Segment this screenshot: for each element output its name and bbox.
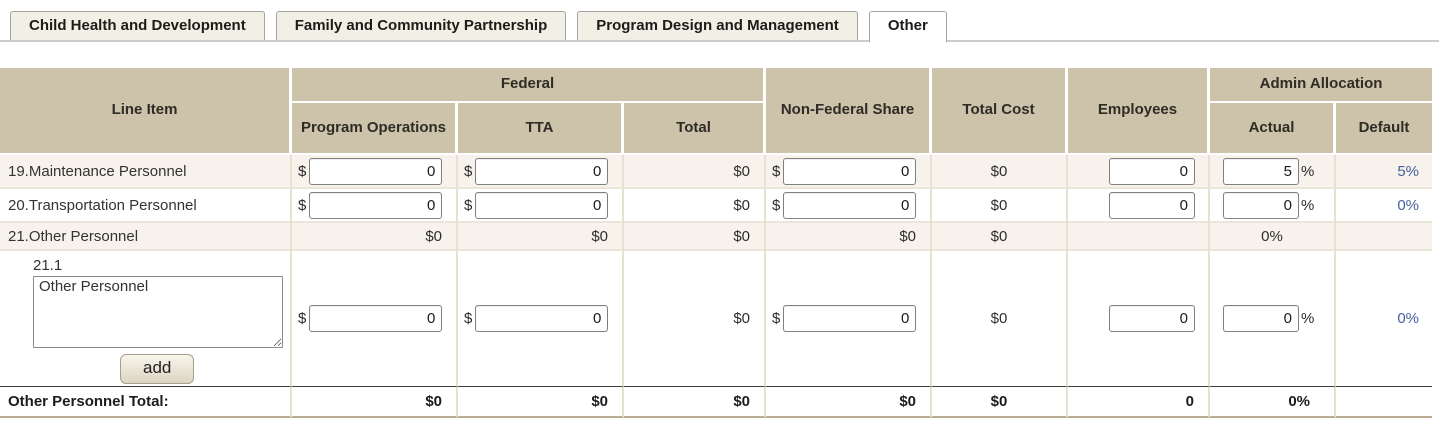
table-row-20-transportation-personnel: 20.Transportation Personnel $ $ $0 $ $0 [0,189,1433,223]
other-budget-table: Line Item Federal Non-Federal Share Tota… [0,68,1433,418]
column-header-employees: Employees [1068,68,1211,155]
total-non-federal-share: $0 [766,386,933,418]
table-row-21-1-detail: 21.1 Other Personnel add $ $ $0 $ $0 [0,251,1433,386]
column-header-non-federal-share: Non-Federal Share [766,68,933,155]
tta-cell: $ [458,251,624,386]
row21-1-non-federal-share-input[interactable] [783,305,917,332]
column-header-admin-default: Default [1336,103,1433,155]
employees-cell [1068,251,1211,386]
dollar-prefix: $ [464,162,473,180]
add-row-button[interactable]: add [120,354,195,384]
percent-suffix: % [1301,196,1315,214]
column-header-tta: TTA [458,103,624,155]
column-group-header-federal: Federal [292,68,767,103]
row20-tta-input[interactable] [475,191,609,219]
row21-1-program-operations-input[interactable] [309,305,443,332]
total-federal-total: $0 [624,386,767,418]
program-operations-cell: $ [292,251,458,386]
total-employees: 0 [1068,386,1211,418]
tab-other[interactable]: Other [868,11,947,42]
employees-cell [1068,189,1211,223]
row20-admin-default-link[interactable]: 0% [1336,189,1433,223]
dollar-prefix: $ [772,196,781,214]
dollar-prefix: $ [298,196,307,214]
detail-description-textarea[interactable]: Other Personnel [33,276,283,348]
non-federal-share-cell: $ [766,251,933,386]
detail-cell: 21.1 Other Personnel add [0,251,292,386]
row-label: 20.Transportation Personnel [0,189,292,223]
row21-program-operations: $0 [292,223,458,251]
row19-admin-actual-input[interactable] [1223,157,1300,185]
dollar-prefix: $ [298,310,307,327]
dollar-prefix: $ [298,162,307,180]
column-header-total-cost: Total Cost [932,68,1069,155]
column-group-header-admin-allocation: Admin Allocation [1210,68,1433,103]
total-total-cost: $0 [932,386,1069,418]
table-row-19-maintenance-personnel: 19.Maintenance Personnel $ $ $0 $ $0 [0,155,1433,189]
admin-actual-cell: % [1210,251,1337,386]
tab-family-and-community-partnership[interactable]: Family and Community Partnership [275,11,567,40]
row20-program-operations-input[interactable] [309,191,443,219]
total-program-operations: $0 [292,386,458,418]
tab-child-health-and-development[interactable]: Child Health and Development [10,11,265,40]
percent-suffix: % [1301,310,1315,327]
budget-category-tabs: Child Health and Development Family and … [0,0,1439,42]
row19-employees-input[interactable] [1109,157,1196,185]
non-federal-share-cell: $ [766,189,933,223]
row-label: 21.Other Personnel [0,223,292,251]
row20-employees-input[interactable] [1109,191,1196,219]
column-header-admin-actual: Actual [1210,103,1337,155]
dollar-prefix: $ [464,196,473,214]
row21-total-cost: $0 [932,223,1069,251]
admin-actual-cell: % [1210,155,1337,189]
admin-actual-cell: % [1210,189,1337,223]
percent-suffix: % [1301,162,1315,180]
total-row-label: Other Personnel Total: [0,386,292,418]
row19-tta-input[interactable] [475,157,609,185]
table-row-21-other-personnel: 21.Other Personnel $0 $0 $0 $0 $0 0% [0,223,1433,251]
row21-employees-empty [1068,223,1211,251]
detail-row-number: 21.1 [33,257,63,274]
employees-cell [1068,155,1211,189]
row19-federal-total: $0 [624,155,767,189]
row21-non-federal-share: $0 [766,223,933,251]
program-operations-cell: $ [292,155,458,189]
row21-1-admin-default-link[interactable]: 0% [1336,251,1433,386]
total-admin-actual: 0% [1210,386,1337,418]
row21-admin-default-empty [1336,223,1433,251]
row20-admin-actual-input[interactable] [1223,191,1300,219]
row21-1-tta-input[interactable] [475,305,609,332]
row19-program-operations-input[interactable] [309,157,443,185]
row20-federal-total: $0 [624,189,767,223]
row19-total-cost: $0 [932,155,1069,189]
row20-total-cost: $0 [932,189,1069,223]
non-federal-share-cell: $ [766,155,933,189]
tta-cell: $ [458,189,624,223]
program-operations-cell: $ [292,189,458,223]
total-admin-default-empty [1336,386,1433,418]
row21-1-admin-actual-input[interactable] [1223,305,1300,332]
dollar-prefix: $ [772,162,781,180]
column-header-line-item: Line Item [0,68,292,155]
row21-1-total-cost: $0 [932,251,1069,386]
row21-tta: $0 [458,223,624,251]
tta-cell: $ [458,155,624,189]
dollar-prefix: $ [464,310,473,327]
row21-1-employees-input[interactable] [1109,305,1196,332]
row21-1-federal-total: $0 [624,251,767,386]
row21-admin-actual: 0% [1210,223,1337,251]
row21-federal-total: $0 [624,223,767,251]
dollar-prefix: $ [772,310,781,327]
column-header-program-operations: Program Operations [292,103,458,155]
other-personnel-total-row: Other Personnel Total: $0 $0 $0 $0 $0 0 … [0,386,1433,418]
column-header-federal-total: Total [624,103,767,155]
row19-non-federal-share-input[interactable] [783,157,917,185]
row20-non-federal-share-input[interactable] [783,191,917,219]
total-tta: $0 [458,386,624,418]
row-label: 19.Maintenance Personnel [0,155,292,189]
row19-admin-default-link[interactable]: 5% [1336,155,1433,189]
tab-program-design-and-management[interactable]: Program Design and Management [577,11,858,40]
